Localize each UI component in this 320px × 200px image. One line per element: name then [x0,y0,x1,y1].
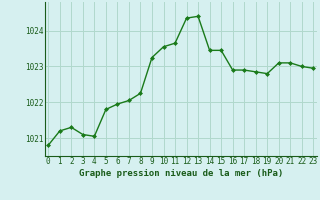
X-axis label: Graphe pression niveau de la mer (hPa): Graphe pression niveau de la mer (hPa) [79,169,283,178]
